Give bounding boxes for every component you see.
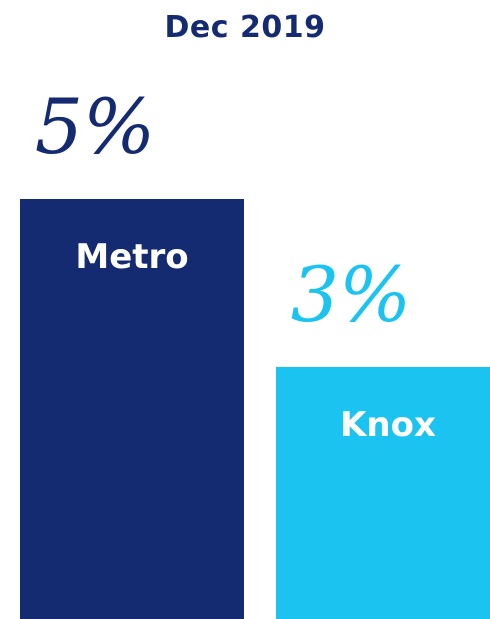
bar-label-knox: Knox xyxy=(340,405,436,445)
value-label-metro: 5% xyxy=(34,82,156,171)
bar-metro: Metro xyxy=(20,199,244,619)
bar-knox: Knox xyxy=(276,367,490,619)
chart-title: Dec 2019 xyxy=(164,10,326,45)
bar-label-metro: Metro xyxy=(75,237,189,277)
value-label-knox: 3% xyxy=(290,250,412,339)
